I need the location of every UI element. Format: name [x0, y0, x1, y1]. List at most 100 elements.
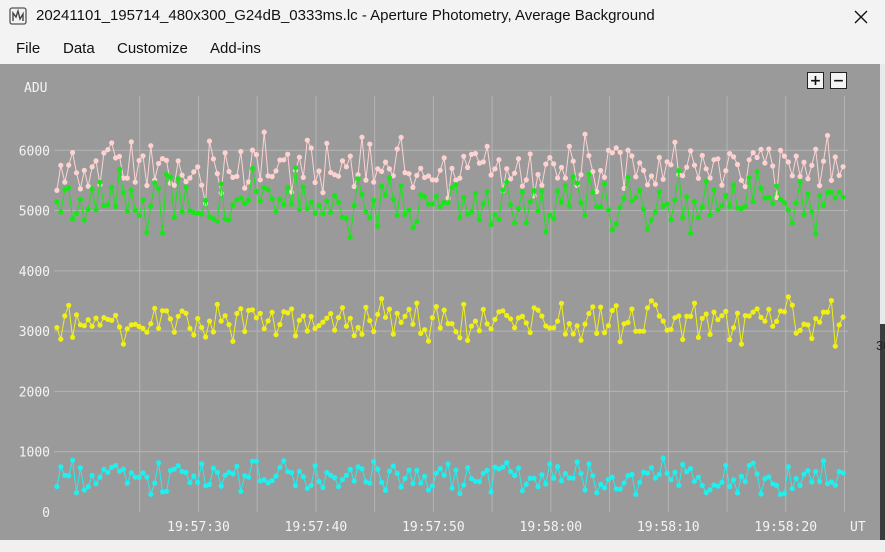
data-point — [226, 168, 232, 175]
data-point — [246, 197, 252, 203]
data-point — [758, 491, 764, 497]
data-point — [492, 166, 498, 172]
data-point — [797, 482, 803, 489]
data-point — [273, 332, 279, 338]
data-point — [429, 201, 435, 207]
menu-data[interactable]: Data — [63, 40, 95, 57]
data-point — [320, 484, 326, 491]
data-point — [558, 164, 565, 170]
data-point — [355, 172, 361, 178]
data-point — [468, 476, 475, 482]
data-point — [684, 194, 690, 200]
data-point — [703, 490, 709, 496]
data-point — [511, 325, 518, 331]
data-point — [684, 313, 690, 319]
data-point — [226, 217, 232, 223]
data-point — [547, 461, 553, 467]
menu-add-ins[interactable]: Add-ins — [210, 40, 261, 57]
data-point — [81, 487, 87, 493]
data-point — [715, 317, 721, 323]
data-point — [116, 153, 123, 159]
data-point — [711, 482, 717, 488]
data-point — [175, 176, 181, 182]
data-point — [425, 338, 432, 344]
x-axis-label: UT — [850, 520, 866, 535]
data-point — [304, 137, 310, 143]
data-point — [136, 157, 142, 164]
data-point — [187, 325, 193, 331]
title-bar: 20241101_195714_480x300_G24dB_0333ms.lc … — [0, 0, 885, 34]
data-point — [54, 187, 60, 193]
data-point — [613, 486, 619, 492]
data-point — [785, 207, 791, 213]
data-point — [601, 485, 608, 491]
data-point — [785, 159, 791, 165]
data-point — [695, 474, 702, 480]
data-point — [422, 327, 428, 333]
data-point — [93, 481, 99, 487]
data-point — [261, 185, 267, 191]
zoom-out-button[interactable]: − — [830, 72, 847, 89]
close-button[interactable] — [838, 0, 884, 34]
data-point — [774, 482, 780, 488]
data-point — [480, 201, 486, 207]
data-point — [109, 317, 115, 323]
data-point — [390, 331, 396, 337]
data-point — [175, 158, 181, 164]
y-tick-label: 5000 — [19, 205, 50, 220]
data-point — [738, 341, 745, 347]
data-point — [476, 479, 482, 485]
data-point — [519, 183, 526, 189]
data-point — [562, 182, 569, 188]
data-point — [156, 160, 162, 167]
y-tick-label: 3000 — [19, 325, 50, 340]
data-point — [774, 194, 780, 200]
data-point — [343, 323, 349, 329]
data-point — [105, 316, 111, 322]
data-point — [148, 491, 154, 497]
menu-file[interactable]: File — [16, 40, 41, 57]
y-tick-label: 0 — [42, 506, 50, 521]
data-point — [62, 186, 68, 192]
data-point — [750, 309, 756, 315]
data-point — [414, 300, 420, 306]
data-point — [179, 209, 185, 215]
data-point — [570, 475, 576, 481]
data-point — [777, 308, 784, 314]
data-point — [210, 329, 216, 335]
menu-customize[interactable]: Customize — [117, 40, 188, 57]
data-point — [120, 189, 126, 196]
data-point — [742, 184, 748, 190]
data-point — [617, 339, 623, 345]
data-point — [163, 171, 170, 178]
data-point — [402, 211, 408, 218]
data-point — [109, 140, 115, 146]
data-point — [461, 153, 467, 159]
data-point — [257, 177, 263, 183]
data-point — [805, 468, 811, 474]
data-point — [621, 321, 627, 327]
data-point — [543, 229, 549, 235]
zoom-in-button[interactable]: + — [807, 72, 824, 89]
data-point — [375, 166, 381, 172]
data-point — [527, 475, 533, 481]
data-point — [727, 151, 733, 157]
light-curve-chart[interactable]: 0 1000 2000 3000 4000 5000 6000 19:57:30 19:57:4… — [0, 64, 880, 540]
data-point — [523, 177, 529, 183]
data-point — [371, 197, 377, 203]
data-point — [116, 324, 123, 330]
data-point — [715, 483, 721, 489]
data-point — [132, 321, 138, 327]
data-point — [797, 179, 803, 185]
data-point — [242, 328, 248, 335]
light-curve-plot-panel: 0 1000 2000 3000 4000 5000 6000 19:57:30 19:57:4… — [0, 64, 880, 540]
data-point — [731, 477, 737, 483]
data-point — [136, 323, 142, 330]
data-point — [523, 220, 529, 226]
data-point — [214, 171, 220, 177]
data-point — [586, 310, 592, 317]
x-tick-label: 19:58:20 — [754, 520, 817, 535]
data-point — [70, 334, 76, 340]
data-point — [265, 187, 271, 193]
data-point — [367, 480, 373, 486]
